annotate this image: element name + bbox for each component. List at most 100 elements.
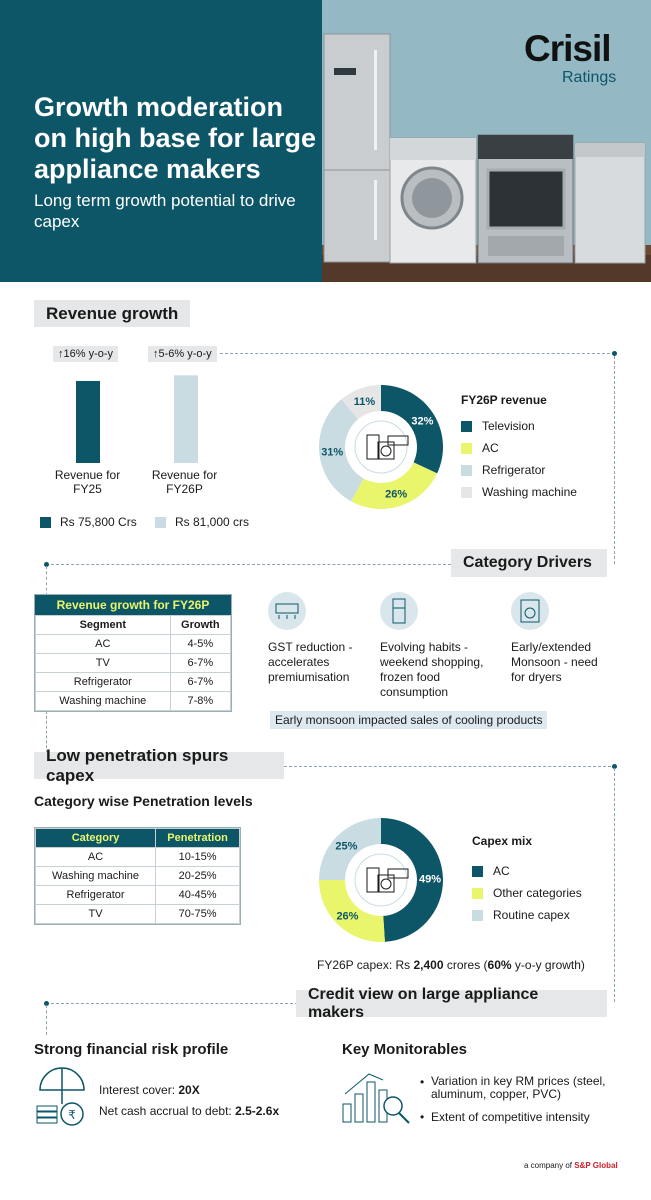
- cell-segment: Refrigerator: [35, 672, 171, 692]
- legend-swatch: [461, 464, 472, 476]
- slice-label: 49%: [419, 873, 441, 885]
- connector-line: [220, 353, 615, 354]
- credit-view-heading: Credit view on large appliance makers: [296, 986, 607, 1021]
- revenue-growth-table-title: Revenue growth for FY26P: [35, 595, 231, 615]
- cell-growth: 6-7%: [169, 653, 232, 673]
- cell-penetration: 40-45%: [155, 885, 240, 905]
- slice-routine-capex: [319, 818, 381, 880]
- legend-label: Washing machine: [482, 485, 577, 499]
- revenue-bar-chart: [76, 375, 198, 463]
- slice-television: [381, 385, 443, 474]
- legend-item: Washing machine: [461, 481, 577, 503]
- page-title: Growth moderation on high base for large…: [34, 92, 317, 184]
- legend-label: AC: [482, 441, 499, 455]
- bar-fy25: [76, 380, 100, 463]
- cell-penetration: 10-15%: [155, 847, 240, 867]
- legend-item: Other categories: [472, 882, 582, 904]
- table-row: Washing machine 7-8%: [35, 691, 232, 711]
- connector-dot: [612, 764, 617, 769]
- slice-label: 31%: [321, 447, 343, 459]
- legend-item: Television: [461, 415, 577, 437]
- crisil-logo: Crisil: [524, 28, 612, 69]
- cell-penetration: 70-75%: [155, 904, 240, 924]
- legend-fy25: Rs 75,800 Crs: [60, 515, 137, 529]
- legend-label: Refrigerator: [482, 463, 546, 477]
- connector-line: [46, 1005, 47, 1035]
- legend-item: AC: [472, 860, 582, 882]
- monitorable-competition: Extent of competitive intensity: [431, 1110, 590, 1124]
- legend-swatch-fy25: [40, 517, 51, 528]
- nca-label: Net cash accrual to debt:: [99, 1104, 236, 1118]
- cell-penetration: 20-25%: [155, 866, 240, 886]
- cell-category: Washing machine: [34, 866, 157, 886]
- appliance-cluster-icon: [366, 867, 409, 893]
- fy25-growth-label: ↑16% y-o-y: [53, 346, 119, 362]
- col-header-segment: Segment: [35, 615, 171, 635]
- slice-washing-machine: [341, 385, 381, 420]
- key-monitorables-title: Key Monitorables: [342, 1041, 468, 1058]
- fy26-revenue-legend-title: FY26P revenue: [461, 393, 547, 407]
- driver-monsoon: Early/extended Monsoon - need for dryers: [511, 640, 598, 684]
- legend-label: Other categories: [493, 886, 582, 900]
- revenue-growth-heading: Revenue growth: [34, 300, 191, 327]
- table-row: AC 4-5%: [35, 634, 232, 654]
- footer-prefix: a company of: [524, 1161, 573, 1170]
- legend-swatch-fy26: [155, 517, 166, 528]
- connector-line: [46, 1003, 298, 1004]
- interest-cover-value: 20X: [178, 1083, 200, 1097]
- legend-swatch: [472, 865, 483, 877]
- connector-line: [614, 356, 615, 564]
- cell-category: TV: [34, 904, 157, 924]
- table-row: Refrigerator 6-7%: [35, 672, 232, 692]
- connector-dot: [44, 1001, 49, 1006]
- capex-footnote: FY26P capex: Rs 2,400 crores (60% y-o-y …: [317, 958, 585, 972]
- slice-ac: [351, 462, 438, 509]
- net-cash-accrual: Net cash accrual to debt: 2.5-2.6x: [99, 1104, 279, 1118]
- col-header-growth: Growth: [169, 615, 232, 635]
- appliances-illustration: [322, 0, 651, 282]
- cell-category: Refrigerator: [34, 885, 157, 905]
- bar-fy26: [174, 375, 198, 463]
- financial-risk-title: Strong financial risk profile: [34, 1041, 229, 1058]
- fy26-revenue-legend: Television AC Refrigerator Washing machine: [461, 415, 577, 503]
- legend-swatch: [461, 442, 472, 454]
- table-row: TV 6-7%: [35, 653, 232, 673]
- cell-segment: Washing machine: [35, 691, 171, 711]
- fy26-growth-label: ↑5-6% y-o-y: [148, 346, 217, 362]
- slice-label: 25%: [335, 840, 357, 852]
- capex-legend: AC Other categories Routine capex: [472, 860, 582, 926]
- legend-fy26: Rs 81,000 crs: [175, 515, 250, 529]
- bar-chart-magnifier-icon: [342, 1073, 410, 1124]
- refrigerator-icon: [380, 592, 418, 630]
- connector-dot: [44, 562, 49, 567]
- legend-item: Routine capex: [472, 904, 582, 926]
- penetration-heading: Low penetration spurs capex: [34, 746, 284, 785]
- cell-growth: 4-5%: [169, 634, 232, 654]
- umbrella-coins-icon: ₹: [36, 1067, 85, 1126]
- slice-label: 11%: [354, 396, 376, 408]
- connector-line: [46, 566, 47, 596]
- capex-growth-pct: 60%: [487, 958, 512, 972]
- cell-category: AC: [34, 847, 157, 867]
- svg-text:₹: ₹: [68, 1108, 76, 1122]
- connector-line: [46, 711, 47, 763]
- slice-label: 26%: [336, 911, 358, 923]
- appliance-cluster-icon: [366, 434, 409, 460]
- cell-segment: AC: [35, 634, 171, 654]
- table-row: Washing machine 20-25%: [34, 866, 240, 886]
- growth-table: Segment Growth AC 4-5% TV 6-7% Refrigerato…: [35, 615, 232, 711]
- capex-amount: 2,400: [413, 958, 444, 972]
- penetration-subheading: Category wise Penetration levels: [34, 793, 253, 809]
- slice-refrigerator: [319, 399, 364, 502]
- washing-machine-icon: [511, 592, 549, 630]
- air-conditioner-icon: [268, 592, 306, 630]
- table-row: Refrigerator 40-45%: [34, 885, 240, 905]
- connector-line: [284, 766, 616, 767]
- legend-label: AC: [493, 864, 510, 878]
- appliances-photo: [322, 0, 651, 282]
- capex-legend-title: Capex mix: [472, 834, 533, 848]
- crisil-logo-subtitle: Ratings: [562, 69, 617, 86]
- driver-gst: GST reduction - accelerates premiumisati…: [268, 640, 353, 684]
- legend-swatch: [472, 887, 483, 899]
- footer: a company of S&P Global: [524, 1161, 618, 1170]
